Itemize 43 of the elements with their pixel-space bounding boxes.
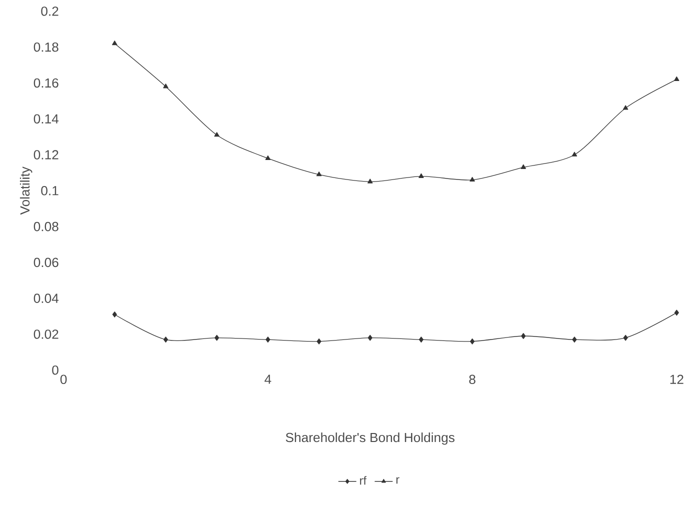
point: [214, 132, 220, 137]
y-tick-label: 0.16: [34, 78, 58, 88]
point: [572, 152, 578, 157]
y-tick-label: 0.12: [34, 150, 58, 160]
point: [163, 336, 168, 343]
y-tick-label: 0.06: [34, 258, 58, 268]
point: [112, 312, 117, 318]
y-tick-label: 0.18: [34, 42, 58, 52]
point: [418, 336, 424, 343]
x-tick-label: 4: [264, 374, 272, 384]
point: [316, 338, 322, 345]
point: [214, 335, 220, 341]
x-tick-label: 0: [60, 374, 67, 384]
y-tick-label: 0.14: [34, 114, 59, 124]
x-tick-label: 8: [469, 374, 476, 384]
y-tick-label: 0: [52, 366, 58, 375]
point: [623, 335, 628, 341]
x-tick-label: 12: [670, 374, 684, 384]
point: [265, 156, 271, 160]
y-tick-label: 0.04: [34, 294, 59, 304]
legend-label: rf: [360, 476, 366, 485]
point: [622, 105, 628, 110]
y-tick-label: 0.1: [41, 186, 58, 196]
point: [520, 164, 526, 170]
y-tick-label: 0.08: [34, 222, 58, 232]
point: [674, 76, 680, 82]
point: [266, 336, 270, 343]
y-axis-title: Volatility: [20, 166, 32, 215]
point: [418, 174, 424, 178]
legend-label: r: [396, 477, 400, 484]
point: [112, 40, 118, 46]
point: [368, 178, 373, 184]
point: [572, 336, 577, 343]
point: [163, 84, 168, 88]
y-tick-label: 0.02: [34, 330, 58, 340]
x-axis-title: Shareholder's Bond Holdings: [286, 432, 454, 445]
point: [674, 310, 679, 316]
point: [316, 172, 322, 176]
point: [470, 177, 475, 182]
point: [368, 335, 372, 341]
point: [470, 338, 475, 345]
y-tick-label: 0.2: [41, 6, 58, 16]
point: [521, 333, 526, 340]
